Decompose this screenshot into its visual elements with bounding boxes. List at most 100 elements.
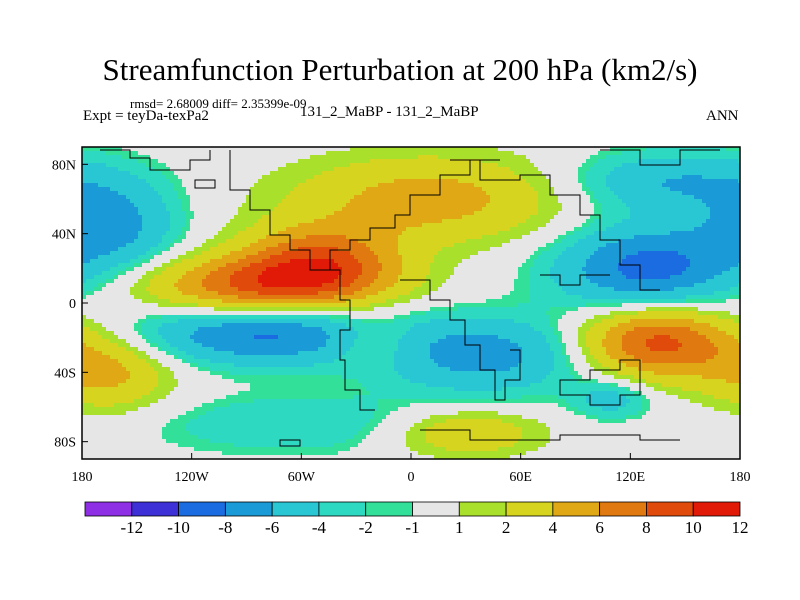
field-cell xyxy=(270,187,274,191)
field-cell xyxy=(198,419,202,423)
field-cell xyxy=(162,239,166,243)
field-cell xyxy=(222,279,226,283)
field-cell xyxy=(90,359,94,363)
field-cell xyxy=(254,427,258,431)
field-cell xyxy=(310,167,314,171)
field-cell xyxy=(238,159,242,163)
field-cell xyxy=(82,279,86,283)
field-cell xyxy=(254,147,258,151)
field-cell xyxy=(254,383,258,387)
field-cell xyxy=(110,311,114,315)
field-cell xyxy=(190,447,194,451)
field-cell xyxy=(326,231,330,235)
field-cell xyxy=(246,179,250,183)
field-cell xyxy=(174,291,178,295)
field-cell xyxy=(278,159,282,163)
field-cell xyxy=(154,395,158,399)
field-cell xyxy=(226,295,230,299)
field-cell xyxy=(118,291,122,295)
field-cell xyxy=(254,271,258,275)
field-cell xyxy=(294,191,298,195)
field-cell xyxy=(234,179,238,183)
field-cell xyxy=(166,219,170,223)
field-cell xyxy=(182,451,186,455)
field-cell xyxy=(130,183,134,187)
field-cell xyxy=(178,219,182,223)
field-cell xyxy=(294,291,298,295)
field-cell xyxy=(134,423,138,427)
field-cell xyxy=(154,431,158,435)
field-cell xyxy=(230,327,234,331)
field-cell xyxy=(218,279,222,283)
field-cell xyxy=(250,315,254,319)
field-cell xyxy=(254,419,258,423)
field-cell xyxy=(86,379,90,383)
field-cell xyxy=(150,339,154,343)
chart-title: Streamfunction Perturbation at 200 hPa (… xyxy=(102,52,698,87)
field-cell xyxy=(282,247,286,251)
field-cell xyxy=(162,299,166,303)
field-cell xyxy=(234,251,238,255)
field-cell xyxy=(306,383,310,387)
field-cell xyxy=(310,343,314,347)
field-cell xyxy=(254,215,258,219)
field-cell xyxy=(298,263,302,267)
field-cell xyxy=(270,235,274,239)
field-cell xyxy=(290,207,294,211)
field-cell xyxy=(282,235,286,239)
field-cell xyxy=(138,255,142,259)
field-cell xyxy=(230,383,234,387)
field-cell xyxy=(174,307,178,311)
field-cell xyxy=(230,291,234,295)
field-cell xyxy=(218,267,222,271)
field-cell xyxy=(310,399,314,403)
field-cell xyxy=(314,411,318,415)
field-cell xyxy=(266,175,270,179)
field-cell xyxy=(210,167,214,171)
field-cell xyxy=(242,147,246,151)
field-cell xyxy=(166,359,170,363)
field-cell xyxy=(158,299,162,303)
field-cell xyxy=(134,267,138,271)
field-cell xyxy=(326,303,330,307)
field-cell xyxy=(330,303,334,307)
field-cell xyxy=(314,335,318,339)
field-cell xyxy=(242,207,246,211)
field-cell xyxy=(126,207,130,211)
field-cell xyxy=(150,343,154,347)
field-cell xyxy=(170,387,174,391)
field-cell xyxy=(98,255,102,259)
field-cell xyxy=(154,279,158,283)
field-cell xyxy=(146,315,150,319)
field-cell xyxy=(210,339,214,343)
field-cell xyxy=(258,431,262,435)
field-cell xyxy=(98,263,102,267)
field-cell xyxy=(262,283,266,287)
field-cell xyxy=(206,355,210,359)
field-cell xyxy=(310,271,314,275)
field-cell xyxy=(122,187,126,191)
field-cell xyxy=(302,167,306,171)
field-cell xyxy=(146,319,150,323)
field-cell xyxy=(282,455,286,459)
field-cell xyxy=(302,147,306,151)
field-cell xyxy=(206,255,210,259)
field-cell xyxy=(134,247,138,251)
field-cell xyxy=(90,411,94,415)
field-cell xyxy=(134,431,138,435)
field-cell xyxy=(94,415,98,419)
field-cell xyxy=(238,359,242,363)
field-cell xyxy=(114,255,118,259)
field-cell xyxy=(110,455,114,459)
field-cell xyxy=(318,151,322,155)
field-cell xyxy=(98,339,102,343)
field-cell xyxy=(250,207,254,211)
field-cell xyxy=(258,251,262,255)
field-cell xyxy=(82,435,86,439)
field-cell xyxy=(146,339,150,343)
field-cell xyxy=(334,359,338,363)
field-cell xyxy=(90,167,94,171)
field-cell xyxy=(254,355,258,359)
field-cell xyxy=(262,455,266,459)
field-cell xyxy=(234,299,238,303)
